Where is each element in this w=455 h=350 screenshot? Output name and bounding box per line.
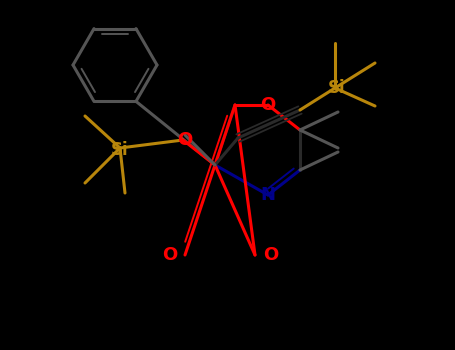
Text: Si: Si	[328, 79, 346, 97]
Text: O: O	[162, 246, 177, 264]
Text: N: N	[261, 186, 275, 204]
Text: Si: Si	[111, 141, 129, 159]
Text: O: O	[263, 246, 278, 264]
Text: O: O	[177, 131, 192, 149]
Text: O: O	[260, 96, 276, 114]
